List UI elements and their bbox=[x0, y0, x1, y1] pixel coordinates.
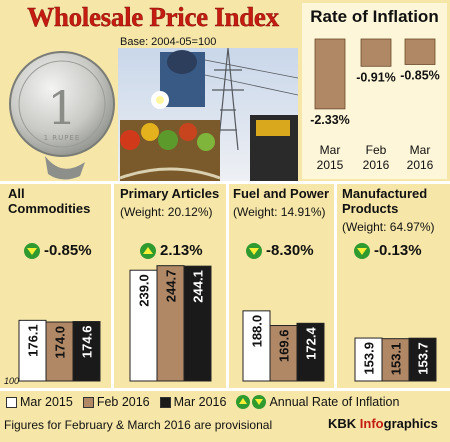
bar-value-label: 244.1 bbox=[191, 270, 206, 303]
bar-value-label: 153.7 bbox=[416, 342, 431, 375]
inflation-panel: -2.33% Mar 2015 -0.91% Feb 2016 -0.85% Mar 2016 … bbox=[302, 3, 447, 179]
inflation-title: Rate of Inflation bbox=[310, 7, 439, 26]
bar-value-label: 174.0 bbox=[53, 326, 68, 359]
section-divider-3 bbox=[334, 181, 337, 389]
legend-item-feb-2016: Feb 2016 bbox=[82, 395, 150, 409]
bar bbox=[156, 265, 185, 382]
bar bbox=[296, 322, 325, 382]
section-divider-bottom bbox=[0, 388, 450, 391]
inflation-axis-label: 2016 bbox=[363, 158, 390, 172]
group-title-all-commodities: All Commodities bbox=[8, 186, 91, 216]
up-triangle-icon bbox=[140, 242, 156, 259]
footnote: Figures for February & March 2016 are pr… bbox=[4, 418, 273, 432]
down-triangle-icon bbox=[354, 242, 370, 259]
bar bbox=[45, 321, 74, 382]
down-triangle-icon bbox=[252, 395, 267, 409]
weight-manufactured-products: (Weight: 64.97%) bbox=[342, 220, 435, 234]
page-title: Wholesale Price Index bbox=[27, 2, 279, 32]
bar-value-label: 169.6 bbox=[277, 330, 292, 363]
inflation-bar bbox=[314, 38, 346, 110]
bar-value-label: 174.6 bbox=[80, 326, 95, 359]
bar bbox=[269, 325, 298, 382]
inflation-bar bbox=[404, 38, 436, 65]
baseline-label: 100 bbox=[4, 376, 19, 386]
bar-group: 239.0 244.7 244.1 bbox=[129, 265, 212, 382]
bar-value-label: 153.1 bbox=[389, 343, 404, 376]
base-year-note: Base: 2004-05=100 bbox=[120, 36, 217, 48]
bar-group: 188.0 169.6 172.4 bbox=[242, 310, 325, 382]
down-triangle-icon bbox=[24, 242, 40, 259]
bar bbox=[408, 337, 437, 382]
bar-value-label: 172.4 bbox=[304, 327, 319, 360]
bar-value-label: 244.7 bbox=[164, 270, 179, 303]
inflation-axis-label: 2015 bbox=[317, 158, 344, 172]
rate-fuel-power: -8.30% bbox=[246, 242, 314, 259]
inflation-axis-label: Mar bbox=[410, 143, 431, 157]
inflation-axis-label: Feb bbox=[366, 143, 387, 157]
bar-group: 153.9 153.1 153.7 bbox=[354, 337, 437, 382]
section-divider-1 bbox=[111, 181, 114, 389]
bar-value-label: 153.9 bbox=[362, 342, 377, 375]
bar bbox=[129, 269, 158, 382]
svg-text:1 RUPEE: 1 RUPEE bbox=[44, 134, 81, 142]
rate-manufactured-products: -0.13% bbox=[354, 242, 422, 259]
inflation-axis-label: 2016 bbox=[407, 158, 434, 172]
welder-image bbox=[151, 50, 205, 109]
up-triangle-icon bbox=[236, 395, 251, 409]
group-title-manufactured-products: Manufactured Products bbox=[342, 186, 428, 216]
vegetable-basket-image bbox=[119, 120, 221, 182]
rupee-coin-image: 1 1 RUPEE bbox=[9, 51, 115, 180]
legend-item-mar-2016: Mar 2016 bbox=[159, 395, 226, 409]
bar bbox=[72, 321, 101, 382]
section-divider-top bbox=[0, 181, 450, 184]
bar bbox=[354, 337, 383, 382]
power-pylon-image bbox=[204, 47, 298, 151]
inflation-value-label: -0.91% bbox=[356, 70, 396, 84]
legend: Mar 2015 Feb 2016 Mar 2016 Annual Rate o… bbox=[6, 395, 399, 409]
down-triangle-icon bbox=[246, 242, 262, 259]
weight-fuel-power: (Weight: 14.91%) bbox=[233, 205, 326, 219]
weight-primary-articles: (Weight: 20.12%) bbox=[120, 205, 213, 219]
bar-value-label: 176.1 bbox=[26, 324, 41, 357]
rate-primary-articles: 2.13% bbox=[140, 242, 203, 259]
bar bbox=[183, 265, 212, 382]
inflation-bar bbox=[360, 38, 392, 67]
credit: KBK Infographics bbox=[328, 416, 438, 431]
bar bbox=[242, 310, 271, 382]
legend-item-mar-2015: Mar 2015 bbox=[6, 395, 73, 409]
svg-text:1: 1 bbox=[47, 81, 76, 135]
inflation-value-label: -2.33% bbox=[310, 113, 350, 127]
bar bbox=[381, 338, 410, 382]
bar bbox=[18, 319, 47, 382]
inflation-value-label: -0.85% bbox=[400, 69, 440, 83]
legend-swatch bbox=[159, 396, 171, 408]
group-title-primary-articles: Primary Articles bbox=[120, 186, 220, 201]
rate-all-commodities: -0.85% bbox=[24, 242, 92, 259]
fuel-nozzle-image bbox=[250, 115, 298, 182]
group-title-fuel-power: Fuel and Power bbox=[233, 186, 330, 201]
inflation-axis-label: Mar bbox=[320, 143, 341, 157]
legend-item-rate: Annual Rate of Inflation bbox=[236, 395, 399, 409]
legend-swatch bbox=[82, 396, 94, 408]
legend-swatch bbox=[6, 396, 17, 408]
bar-group: 176.1 174.0 174.6 bbox=[18, 319, 101, 382]
bar-value-label: 239.0 bbox=[137, 274, 152, 307]
section-divider-2 bbox=[226, 181, 229, 389]
hero-illustration: 1 1 RUPEE bbox=[9, 47, 298, 182]
bar-value-label: 188.0 bbox=[250, 315, 265, 348]
